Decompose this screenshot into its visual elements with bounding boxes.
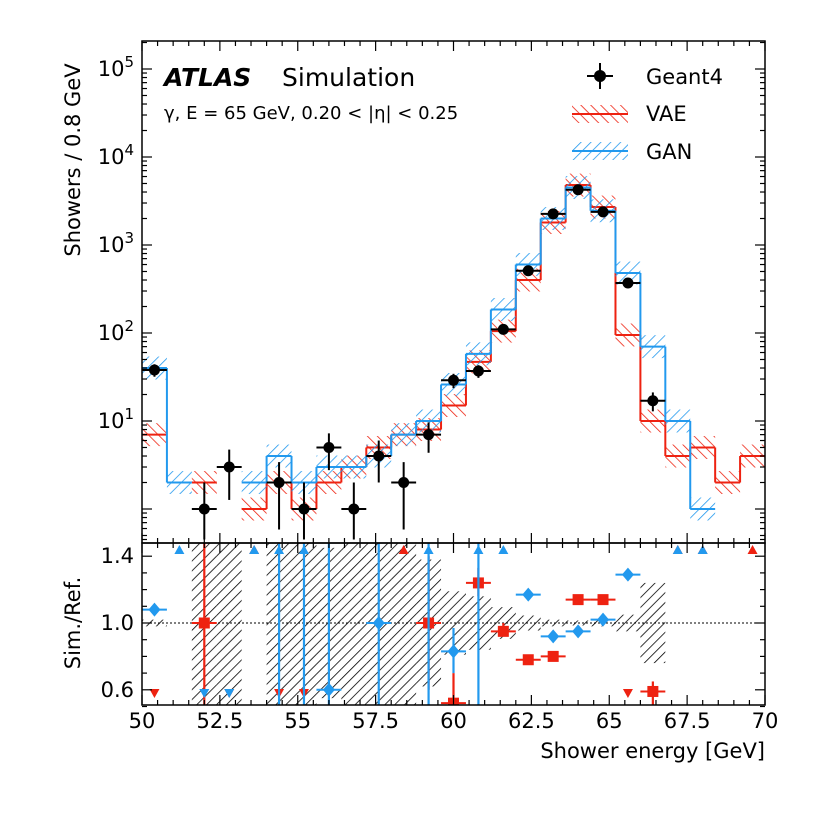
point-geant4: [223, 461, 235, 473]
ratio-arrow-down-gan: [224, 689, 235, 698]
point-geant4: [547, 208, 559, 220]
point-geant4: [398, 477, 410, 489]
ratio-point-gan: [148, 602, 161, 617]
ratio-arrow-up-gan: [298, 545, 309, 554]
point-geant4: [647, 395, 659, 407]
atlas-label: ATLAS: [162, 63, 251, 92]
point-geant4: [323, 441, 335, 453]
ratio-point-gan: [572, 624, 585, 639]
legend-label-vae: VAE: [646, 102, 687, 126]
y-tick-label-main: 103: [98, 229, 134, 257]
x-tick-label: 57.5: [352, 709, 399, 733]
x-tick-label: 60: [440, 709, 467, 733]
x-tick-label: 62.5: [508, 709, 555, 733]
chart-title: ATLAS Simulation γ, E = 65 GeV, 0.20 < |…: [162, 63, 458, 124]
ratio-point-gan: [322, 682, 335, 697]
ratio-point-gan: [372, 616, 385, 630]
x-tick-label: 67.5: [664, 709, 711, 733]
series-vae: [142, 173, 765, 521]
y-tick-label-ratio: 1.0: [101, 611, 134, 635]
point-geant4: [298, 503, 310, 515]
axes: 50 52.5 55 57.5 60 62.5 65 67.5 70 101 102 103 104 10…: [98, 40, 779, 733]
ratio-point-vae: [497, 625, 509, 637]
ratio-point-vae: [198, 617, 210, 629]
ratio-arrow-up-gan: [672, 545, 683, 554]
legend-label-gan: GAN: [646, 140, 692, 164]
y-tick-label-ratio: 1.4: [101, 544, 134, 568]
ratio-arrow-down-vae: [622, 689, 633, 698]
ratio-arrow-up-gan: [249, 545, 260, 554]
ratio-arrow-up-gan: [274, 545, 285, 554]
ratio-arrow-up-gan: [174, 545, 185, 554]
ratio-series-vae: [149, 543, 758, 705]
ratio-point-vae: [647, 685, 659, 697]
point-geant4: [497, 323, 509, 335]
selection-label: γ, E = 65 GeV, 0.20 < |η| < 0.25: [164, 103, 458, 124]
ratio-arrow-up-vae: [398, 545, 409, 554]
ratio-point-gan: [597, 612, 610, 627]
point-geant4: [622, 277, 634, 289]
ratio-series-gan: [142, 543, 708, 705]
point-geant4: [472, 365, 484, 377]
point-geant4: [572, 184, 584, 196]
point-geant4: [522, 265, 534, 277]
point-geant4: [148, 364, 160, 376]
simulation-label: Simulation: [282, 63, 415, 92]
y-tick-label-main: 105: [98, 53, 134, 81]
point-geant4: [423, 429, 435, 441]
y-tick-label-main: 101: [98, 405, 134, 433]
point-geant4: [198, 503, 210, 515]
x-axis-label: Shower energy [GeV]: [540, 739, 765, 763]
ratio-point-vae: [572, 594, 584, 606]
x-tick-label: 70: [752, 709, 779, 733]
ratio-point-gan: [522, 587, 535, 602]
reference-band-bin: [341, 543, 367, 705]
x-tick-label: 55: [284, 709, 311, 733]
x-tick-label: 65: [596, 709, 623, 733]
y-axis-label-main: Showers / 0.8 GeV: [61, 63, 85, 257]
y-tick-label-ratio: 0.6: [101, 678, 134, 702]
reference-band-bin: [515, 615, 541, 631]
point-geant4: [273, 477, 285, 489]
ratio-point-vae: [522, 654, 534, 666]
reference-band-bin: [540, 619, 566, 627]
point-geant4: [373, 450, 385, 462]
ratio-arrow-down-vae: [149, 689, 160, 698]
ratio-point-gan: [621, 567, 634, 582]
y-axis-label-ratio: Sim./Ref.: [61, 577, 85, 669]
point-geant4: [348, 503, 360, 515]
reference-band-bin: [216, 543, 242, 705]
legend: Geant4 VAE GAN: [572, 63, 723, 164]
ratio-arrow-up-gan: [697, 545, 708, 554]
ratio-arrow-up-gan: [473, 545, 484, 554]
ratio-arrow-down-gan: [199, 689, 210, 698]
ratio-point-vae: [547, 650, 559, 662]
ratio-point-gan: [447, 644, 460, 659]
ratio-arrow-up-gan: [498, 545, 509, 554]
ratio-arrow-up-vae: [747, 545, 758, 554]
x-tick-label: 52.5: [196, 709, 243, 733]
ratio-plot-area: [142, 543, 765, 705]
reference-band-bin: [640, 582, 666, 664]
point-geant4: [448, 374, 459, 386]
series-geant4: [142, 184, 666, 540]
y-tick-label-main: 102: [98, 317, 134, 345]
ratio-point-vae: [597, 594, 609, 606]
legend-label-geant4: Geant4: [646, 65, 723, 89]
main-plot-area: [142, 173, 765, 540]
ratio-arrow-up-gan: [423, 545, 434, 554]
x-tick-label: 50: [129, 709, 156, 733]
legend-geant4-marker: [587, 63, 613, 89]
y-tick-label-main: 104: [98, 141, 134, 169]
point-geant4: [597, 206, 609, 218]
ratio-point-gan: [547, 629, 560, 644]
reference-band-bin: [391, 543, 417, 705]
